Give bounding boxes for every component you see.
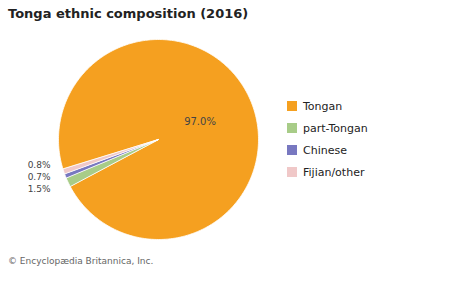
html-text:Fijian/other: Fijian/other xyxy=(303,165,365,179)
svg-text:97.0%: 97.0% xyxy=(184,116,216,127)
html-text:part-Tongan: part-Tongan xyxy=(303,121,368,135)
svg-text:0.7%: 0.7% xyxy=(28,172,51,182)
html-text:Tonga ethnic composition (2016: Tonga ethnic composition (2016) xyxy=(8,6,249,21)
html-text:Tongan: Tongan xyxy=(303,99,343,113)
svg-text:1.5%: 1.5% xyxy=(28,184,51,194)
html-text:© Encyclopædia Britannica, Inc: © Encyclopædia Britannica, Inc. xyxy=(8,256,154,266)
svg-text:0.8%: 0.8% xyxy=(28,160,51,170)
html-text:Chinese: Chinese xyxy=(303,143,347,157)
